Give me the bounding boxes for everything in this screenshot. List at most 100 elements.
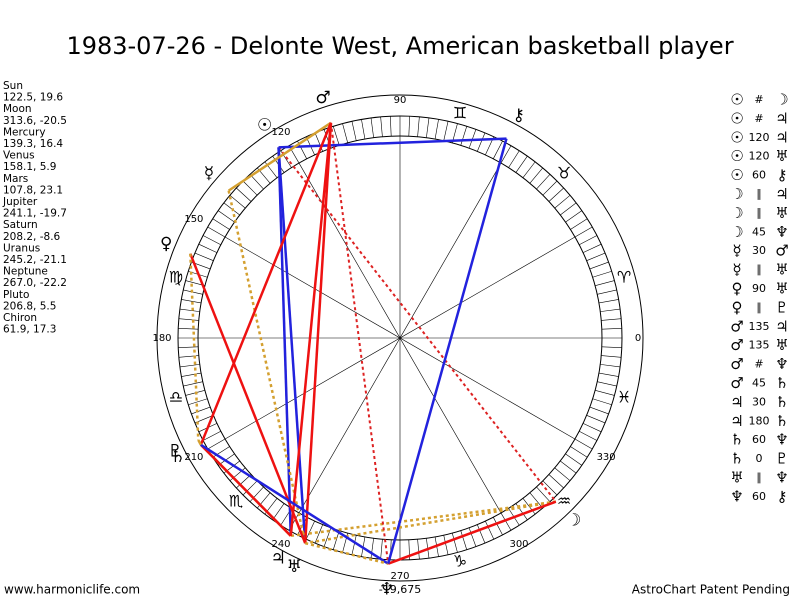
degree-hatch bbox=[370, 117, 374, 138]
aspect-planet-1: ☉ bbox=[730, 109, 743, 127]
sign-glyph: ♊ bbox=[453, 103, 467, 122]
degree-hatch bbox=[332, 126, 340, 146]
aspect-planet-2: ♇ bbox=[775, 450, 788, 468]
aspect-planet-2: ♆ bbox=[775, 355, 788, 373]
footer-left: www.harmoniclife.com bbox=[4, 583, 140, 597]
degree-hatch bbox=[188, 398, 208, 406]
aspect-line bbox=[387, 500, 557, 565]
degree-hatch bbox=[323, 527, 332, 547]
aspect-line bbox=[189, 253, 200, 440]
aspect-planet-2: ♅ bbox=[775, 336, 788, 354]
degree-hatch bbox=[570, 446, 588, 458]
planet-glyph: ♃ bbox=[271, 549, 286, 569]
aspect-planet-1: ♅ bbox=[730, 469, 743, 487]
aspect-type: 60 bbox=[752, 169, 766, 182]
planet-glyph: ☽ bbox=[566, 510, 581, 530]
aspect-type: # bbox=[754, 93, 763, 106]
degree-hatch bbox=[183, 381, 203, 387]
wheel: 0 90 120 150 180 210 240 270 300 330 ♈ ♉ ♊ ♍ ♎ ♏ ♑ ♒ ♓ ☉ ☽ ☿ ♀… bbox=[152, 88, 644, 600]
degree-hatch bbox=[586, 252, 606, 261]
aspect-planet-1: ♄ bbox=[730, 450, 743, 468]
aspect-type: 135 bbox=[749, 339, 770, 352]
degree-hatch bbox=[202, 431, 221, 441]
planet-glyph: ♄ bbox=[170, 447, 185, 467]
degree-hatch bbox=[560, 460, 577, 474]
degree-hatch bbox=[595, 280, 615, 287]
footer-right: AstroChart Patent Pending bbox=[632, 583, 790, 597]
aspect-line bbox=[227, 121, 332, 192]
degree-hatch bbox=[477, 524, 486, 544]
aspect-planet-1: ♄ bbox=[730, 431, 743, 449]
degree-hatch bbox=[178, 328, 199, 330]
planet-position: 139.3, 16.4 bbox=[3, 138, 63, 150]
degree-hatch bbox=[600, 308, 621, 312]
aspect-planet-2: ⚷ bbox=[777, 166, 788, 184]
planet-name: Moon bbox=[3, 103, 32, 115]
aspect-type: ∥ bbox=[756, 301, 762, 314]
degree-label: 0 bbox=[635, 333, 641, 344]
planet-glyph: ⚷ bbox=[512, 106, 524, 126]
planet-glyph: ☿ bbox=[204, 164, 214, 184]
degree-hatch bbox=[417, 116, 420, 137]
aspect-line bbox=[189, 253, 307, 544]
sign-glyph: ♑ bbox=[453, 552, 467, 571]
planet-glyph: ♆ bbox=[379, 580, 394, 600]
degree-hatch bbox=[181, 299, 202, 304]
aspect-type: 0 bbox=[756, 452, 763, 465]
aspect-planet-2: ♃ bbox=[775, 317, 788, 335]
aspect-planet-1: ♀ bbox=[732, 280, 743, 298]
degree-hatch bbox=[536, 174, 551, 190]
planet-position: 107.8, 23.1 bbox=[3, 184, 63, 196]
degree-hatch bbox=[548, 474, 564, 489]
aspect-line bbox=[277, 147, 293, 536]
aspect-planet-1: ☽ bbox=[730, 204, 743, 222]
aspect-line bbox=[303, 122, 333, 544]
planet-position: 122.5, 19.6 bbox=[3, 92, 63, 104]
degree-hatch bbox=[554, 195, 571, 209]
degree-hatch bbox=[361, 119, 366, 140]
aspect-type: 60 bbox=[752, 433, 766, 446]
degree-label: 300 bbox=[509, 539, 528, 550]
aspect-line bbox=[277, 147, 307, 544]
planet-glyph: ♇ bbox=[167, 442, 182, 462]
degree-hatch bbox=[229, 195, 246, 209]
degree-hatch bbox=[522, 161, 536, 178]
aspect-type: ∥ bbox=[756, 471, 762, 484]
degree-hatch bbox=[601, 355, 622, 358]
planet-glyph: ♂ bbox=[315, 88, 330, 108]
aspect-type: 120 bbox=[749, 150, 770, 163]
aspect-planet-1: ☉ bbox=[730, 91, 743, 109]
aspect-planet-1: ♆ bbox=[730, 487, 743, 505]
aspect-planet-1: ☉ bbox=[730, 147, 743, 165]
degree-hatch bbox=[179, 364, 200, 368]
degree-hatch bbox=[249, 174, 264, 190]
degree-hatch bbox=[579, 431, 598, 441]
degree-hatch bbox=[236, 187, 252, 202]
degree-label: 210 bbox=[184, 452, 203, 463]
outer-circle bbox=[156, 94, 644, 582]
degree-hatch bbox=[508, 150, 520, 168]
degree-label: 270 bbox=[390, 571, 409, 582]
planet-name: Mars bbox=[3, 173, 28, 185]
degree-hatch bbox=[217, 210, 235, 223]
aspect-planet-1: ♃ bbox=[730, 412, 743, 430]
aspect-planet-2: ♃ bbox=[775, 128, 788, 146]
planet-name: Jupiter bbox=[2, 196, 38, 208]
degree-hatch bbox=[390, 116, 392, 137]
degree-hatch bbox=[181, 372, 202, 377]
aspect-planet-2: ♄ bbox=[775, 374, 788, 392]
degree-hatch bbox=[601, 328, 622, 330]
degree-hatch bbox=[536, 486, 551, 502]
aspect-line bbox=[227, 190, 307, 544]
degree-hatch bbox=[600, 364, 621, 368]
degree-hatch bbox=[460, 126, 468, 146]
aspect-planet-1: ♂ bbox=[730, 374, 743, 392]
degree-hatch bbox=[542, 480, 558, 496]
degree-hatch bbox=[560, 202, 577, 216]
degree-hatch bbox=[198, 243, 218, 253]
degree-hatch bbox=[236, 474, 252, 489]
degree-hatch bbox=[597, 381, 617, 387]
aspect-planet-2: ♃ bbox=[775, 109, 788, 127]
planet-position: 208.2, -8.6 bbox=[3, 231, 61, 243]
